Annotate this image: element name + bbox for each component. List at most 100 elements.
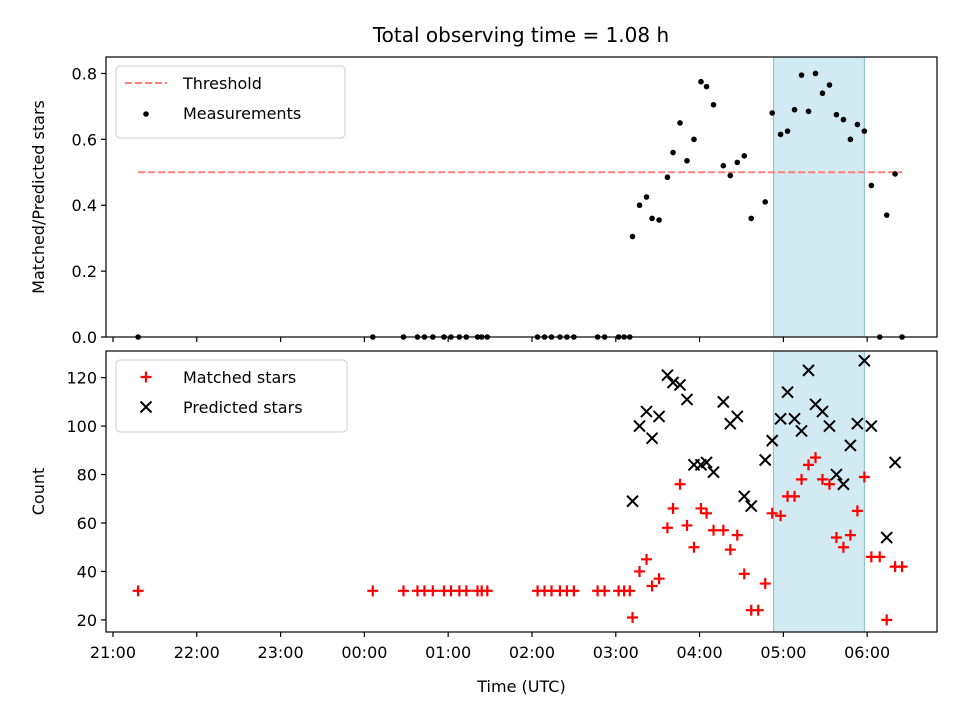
data-point <box>752 604 764 616</box>
data-point <box>775 510 787 522</box>
data-point <box>661 522 673 534</box>
data-point <box>427 585 439 597</box>
data-point <box>762 199 769 205</box>
data-point <box>809 452 821 464</box>
data-point <box>781 385 794 399</box>
highlight-span <box>773 350 865 633</box>
legend: Threshold Measurements <box>115 65 346 139</box>
data-point <box>788 412 801 426</box>
data-point <box>717 395 730 409</box>
data-point <box>774 412 787 426</box>
x-tick-label: 01:00 <box>425 643 471 662</box>
y-tick-label: 0.2 <box>72 262 97 281</box>
data-point <box>731 410 744 423</box>
y-tick-label: 40 <box>77 562 97 581</box>
data-point <box>896 561 908 573</box>
data-point <box>823 478 835 490</box>
data-point <box>649 215 655 222</box>
data-point <box>691 136 697 143</box>
x-tick-label: 23:00 <box>258 643 304 662</box>
data-point <box>830 468 843 481</box>
legend-label: Threshold <box>182 74 262 93</box>
x-tick-label: 22:00 <box>174 643 220 662</box>
figure-title: Total observing time = 1.08 h <box>372 23 669 47</box>
series-measurements <box>135 70 905 340</box>
data-point <box>759 453 772 467</box>
data-point <box>645 431 659 445</box>
data-point <box>858 354 871 367</box>
data-point <box>840 116 847 123</box>
data-point <box>795 424 808 438</box>
data-point <box>731 529 743 541</box>
data-point <box>652 410 666 423</box>
data-point <box>789 490 801 502</box>
data-point <box>640 405 653 418</box>
data-point <box>677 120 683 126</box>
series-predicted-stars <box>626 354 902 544</box>
data-point <box>724 544 736 556</box>
legend-x-swatch <box>139 400 153 414</box>
data-point <box>802 364 815 377</box>
data-point <box>640 553 652 565</box>
y-tick-label: 120 <box>66 369 97 388</box>
data-point <box>701 507 713 519</box>
data-point <box>367 585 379 597</box>
data-point <box>629 233 636 240</box>
data-point <box>627 611 639 623</box>
data-point <box>816 405 829 418</box>
data-point <box>833 111 840 118</box>
data-point <box>892 171 898 177</box>
y-tick-label: 60 <box>77 514 97 533</box>
data-point <box>646 580 658 592</box>
data-point <box>132 585 144 597</box>
highlight-span <box>773 56 865 338</box>
data-point <box>717 524 729 536</box>
data-point <box>568 585 580 597</box>
data-point <box>720 162 727 169</box>
data-point <box>727 172 734 179</box>
data-point <box>661 369 674 382</box>
data-point <box>656 217 662 223</box>
data-point <box>858 471 870 483</box>
y-axis-label: Count <box>29 468 48 516</box>
data-point <box>837 478 850 491</box>
data-point <box>695 502 707 514</box>
plot-frame <box>105 350 938 633</box>
data-point <box>653 573 665 585</box>
legend-plus-swatch <box>140 371 152 383</box>
legend-label: Matched stars <box>183 368 296 387</box>
data-point <box>759 578 771 590</box>
data-point <box>667 502 679 514</box>
data-point <box>769 110 775 116</box>
data-point <box>830 532 842 544</box>
data-point <box>812 70 819 77</box>
data-point <box>680 393 694 406</box>
data-point <box>599 585 611 597</box>
data-point <box>798 72 805 78</box>
data-point <box>844 529 856 541</box>
y-axis-label: Matched/Predicted stars <box>29 100 48 294</box>
legend-box <box>115 359 348 433</box>
data-point <box>791 106 798 113</box>
data-point <box>865 419 878 433</box>
y-tick-label: 0.0 <box>72 328 97 347</box>
y-tick-label: 20 <box>77 611 97 630</box>
data-point <box>698 78 704 85</box>
data-point <box>826 82 833 88</box>
legend: Matched stars Predicted stars <box>115 359 348 433</box>
legend-dot-swatch <box>143 111 149 117</box>
data-point <box>784 128 791 134</box>
data-point <box>708 524 720 536</box>
plot-frame <box>105 56 938 338</box>
data-point <box>777 131 784 138</box>
data-point <box>700 456 713 469</box>
data-point <box>703 83 710 90</box>
data-point <box>734 159 741 166</box>
data-point <box>460 585 472 597</box>
data-point <box>805 108 812 115</box>
data-point <box>816 473 828 485</box>
data-point <box>634 565 646 577</box>
data-point <box>738 490 751 503</box>
legend-label: Measurements <box>183 104 301 123</box>
